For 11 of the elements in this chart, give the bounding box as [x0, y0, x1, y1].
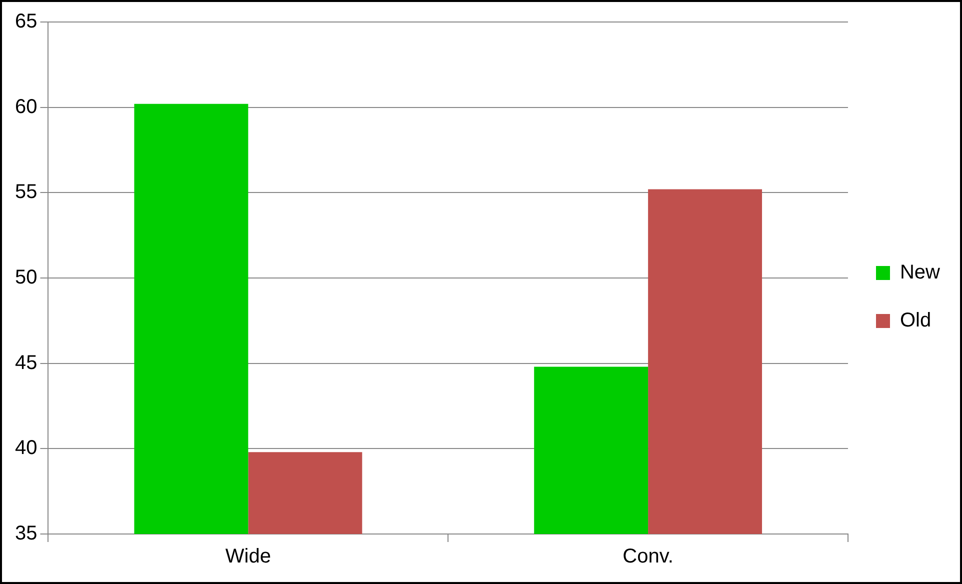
y-tick-label: 55 — [14, 181, 38, 204]
y-tick-label: 35 — [14, 522, 38, 545]
x-tick-label: Conv. — [622, 546, 674, 568]
legend-label: Old — [900, 310, 932, 332]
y-tick-label: 45 — [14, 352, 38, 374]
y-tick-label: 50 — [14, 266, 38, 289]
y-tick-label: 40 — [14, 437, 38, 460]
y-tick-label: 60 — [14, 96, 38, 118]
legend-label: New — [900, 262, 941, 284]
x-tick-label: Wide — [225, 546, 271, 568]
y-tick-label: 65 — [14, 10, 38, 33]
